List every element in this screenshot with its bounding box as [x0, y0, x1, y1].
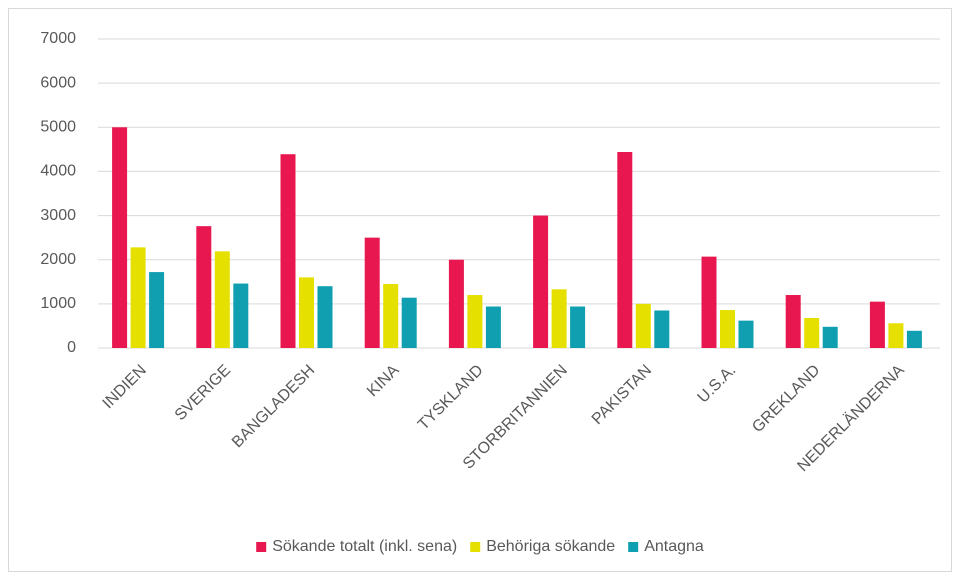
legend-label: Behöriga sökande [486, 538, 615, 555]
bar [533, 215, 549, 348]
y-tick-label: 6000 [40, 74, 76, 91]
y-tick-label: 7000 [40, 30, 76, 47]
bar [822, 326, 838, 348]
bar [485, 306, 501, 348]
bar [364, 237, 380, 348]
bar [654, 310, 670, 348]
bar [299, 277, 314, 348]
chart-frame [8, 8, 952, 572]
legend-swatch [470, 542, 481, 552]
bar [130, 247, 146, 348]
bar [551, 289, 567, 348]
y-tick-label: 5000 [40, 119, 76, 136]
bar [701, 256, 717, 348]
bar [738, 320, 754, 348]
y-tick-label: 0 [67, 339, 76, 356]
legend-label: Antagna [644, 538, 704, 555]
bar [785, 295, 801, 348]
legend-swatch [256, 542, 267, 552]
bar [617, 152, 633, 348]
bar [383, 283, 399, 348]
bar [112, 127, 128, 349]
y-tick-label: 2000 [40, 251, 76, 268]
bar [570, 306, 586, 348]
bar [720, 310, 735, 348]
bar [317, 286, 333, 348]
legend: Sökande totalt (inkl. sena) Behöriga söka… [256, 538, 704, 555]
bar [214, 251, 230, 348]
y-tick-label: 1000 [40, 295, 76, 312]
bar [233, 283, 249, 348]
bar [401, 297, 417, 348]
bar [635, 303, 651, 348]
bar [888, 323, 904, 348]
bar [149, 272, 165, 348]
y-tick-label: 3000 [40, 207, 76, 224]
bar [280, 154, 296, 348]
legend-swatch [628, 542, 639, 552]
bar [448, 259, 464, 348]
bar [804, 317, 820, 348]
bar [869, 301, 885, 348]
bar [906, 330, 922, 348]
legend-label: Sökande totalt (inkl. sena) [272, 538, 457, 555]
y-tick-label: 4000 [40, 163, 76, 180]
bar [196, 226, 212, 348]
bar [467, 295, 483, 348]
